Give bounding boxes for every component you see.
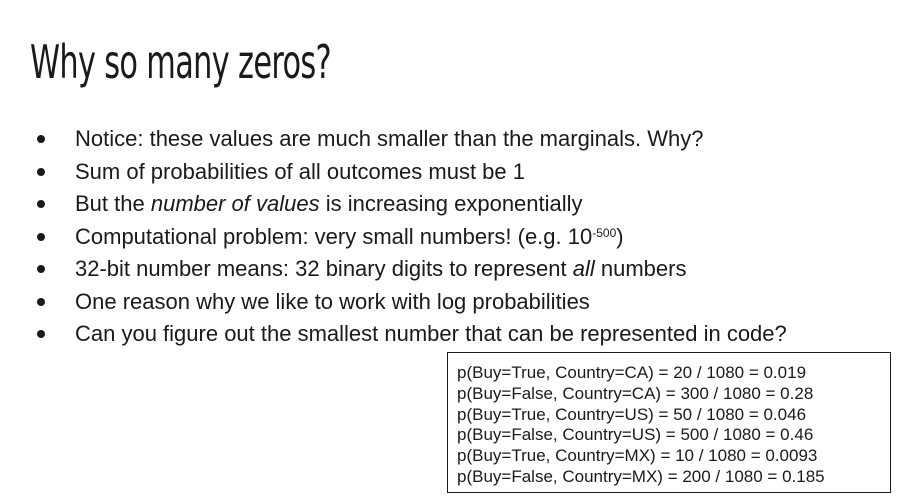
bullet-text-emphasis: number of values xyxy=(150,191,320,216)
slide-title: Why so many zeros? xyxy=(30,35,332,89)
probability-line: p(Buy=False, Country=CA) = 300 / 1080 = … xyxy=(457,383,814,403)
bullet-dot-icon xyxy=(37,297,45,306)
bullet-item: One reason why we like to work with log … xyxy=(37,286,787,319)
bullet-text: Can you figure out the smallest number t… xyxy=(75,321,787,346)
bullet-text-post: is increasing exponentially xyxy=(319,191,583,216)
bullet-item: Sum of probabilities of all outcomes mus… xyxy=(37,156,787,189)
bullet-item: 32-bit number means: 32 binary digits to… xyxy=(37,253,787,286)
probability-line: p(Buy=True, Country=MX) = 10 / 1080 = 0.… xyxy=(457,446,818,466)
bullet-item: Computational problem: very small number… xyxy=(37,221,787,254)
bullet-dot-icon xyxy=(37,135,45,143)
bullet-text-post: numbers xyxy=(594,256,687,281)
probability-line: p(Buy=True, Country=US) = 50 / 1080 = 0.… xyxy=(457,404,807,424)
bullet-dot-icon xyxy=(37,265,45,273)
bullet-text-superscript: -500 xyxy=(592,225,617,240)
bullet-text-emphasis: all xyxy=(572,256,595,281)
bullet-text-pre: Computational problem: very small number… xyxy=(75,223,593,249)
bullet-text: Sum of probabilities of all outcomes mus… xyxy=(75,158,526,184)
probability-line: p(Buy=False, Country=US) = 500 / 1080 = … xyxy=(457,425,814,445)
bullet-dot-icon xyxy=(37,200,45,208)
bullet-dot-icon xyxy=(37,330,45,338)
bullet-text: Notice: these values are much smaller th… xyxy=(75,126,704,151)
probability-box: p(Buy=True, Country=CA) = 20 / 1080 = 0.… xyxy=(447,352,891,493)
bullet-item: But the number of values is increasing e… xyxy=(37,188,787,221)
probability-line: p(Buy=True, Country=CA) = 20 / 1080 = 0.… xyxy=(457,363,807,382)
bullet-text-pre: 32-bit number means: 32 binary digits to… xyxy=(75,256,573,281)
bullet-dot-icon xyxy=(37,167,45,176)
bullet-text-pre: But the xyxy=(75,191,151,216)
bullet-dot-icon xyxy=(37,232,45,241)
bullet-item: Notice: these values are much smaller th… xyxy=(37,123,787,156)
bullet-list: Notice: these values are much smaller th… xyxy=(37,123,787,351)
bullet-text: One reason why we like to work with log … xyxy=(75,288,590,314)
bullet-text-post: ) xyxy=(616,223,624,249)
probability-line: p(Buy=False, Country=MX) = 200 / 1080 = … xyxy=(457,466,825,486)
bullet-item: Can you figure out the smallest number t… xyxy=(37,318,787,351)
